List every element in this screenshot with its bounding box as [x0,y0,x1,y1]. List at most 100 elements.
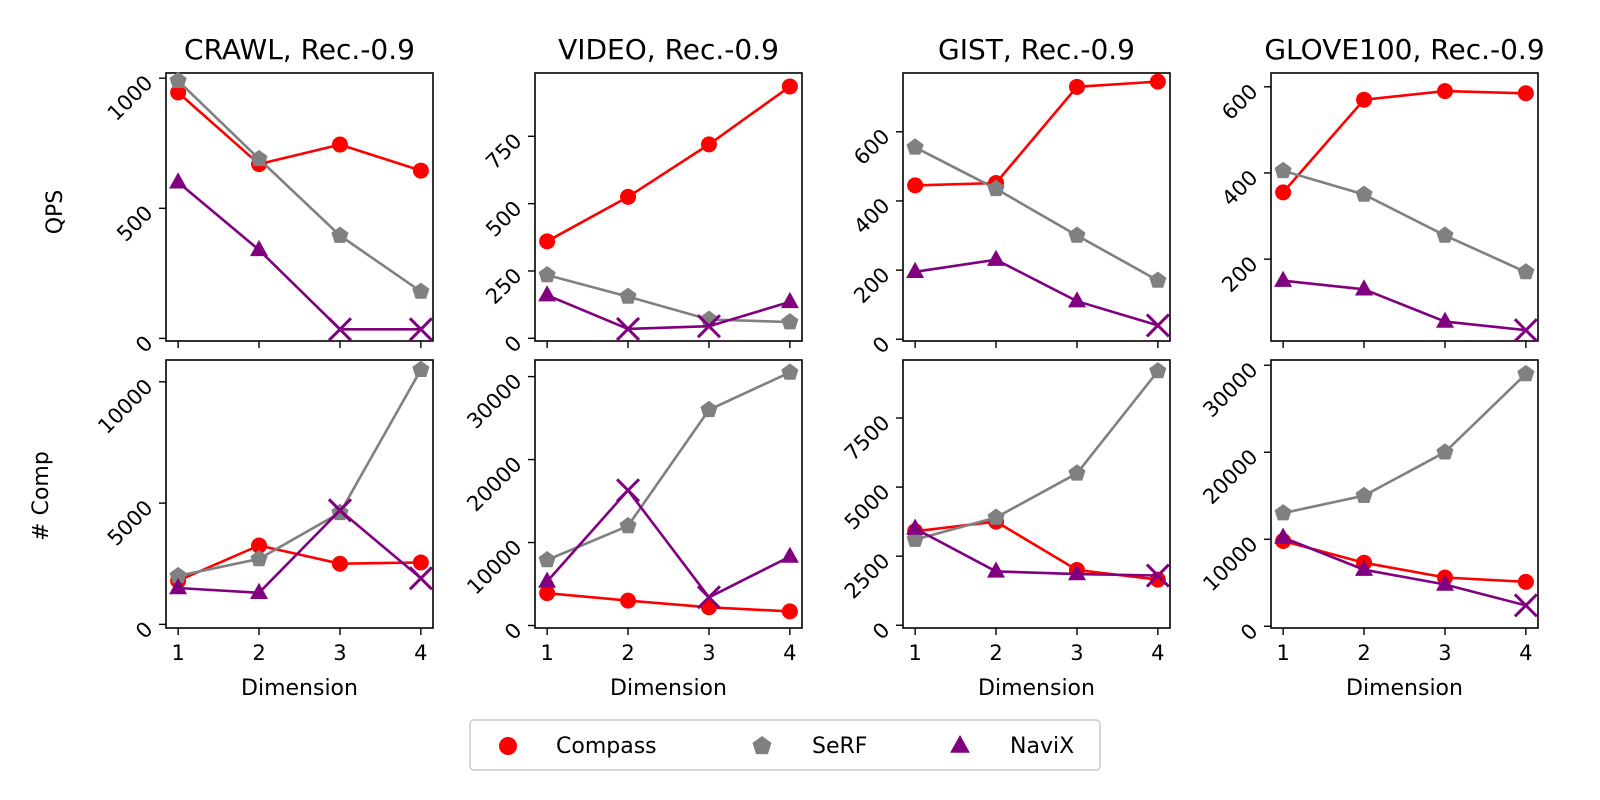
y-tick-label: 600 [1217,79,1262,124]
data-point-compass [907,177,924,194]
axes-frame [1270,72,1539,342]
y-tick-label: 5000 [103,496,158,551]
panel-gist-qps: GIST, Rec.-0.9 0 200 400 600 [849,33,1171,358]
data-point-compass [700,136,717,153]
panel-title: VIDEO, Rec.-0.9 [558,33,779,66]
data-point-compass [539,585,556,602]
x-tick-label: 4 [1151,641,1164,665]
data-point-compass [251,537,268,554]
data-point-serf [250,149,268,167]
series-line-serf [1282,169,1527,274]
data-point-navix [906,261,925,278]
data-point-navix [1436,574,1454,591]
series-line-serf [914,370,1159,541]
series-line-navix [546,488,791,599]
data-point-serf [1068,226,1086,243]
data-point-compass [331,136,348,153]
legend-frame [469,719,1101,771]
data-point-navix [538,571,557,588]
axes-frame [165,72,434,342]
data-point-serf [412,360,430,377]
data-point-serf [1274,504,1292,521]
x-tick-label: 1 [171,641,184,665]
data-point-serf [1274,161,1292,179]
panel-gist-comp: 0 2500 5000 7500 1 2 3 4 Dimension [840,359,1171,701]
y-tick-label: 10000 [462,535,526,599]
data-point-compass [170,84,187,101]
panel-title: GIST, Rec.-0.9 [938,33,1135,66]
data-point-serf [1436,226,1454,243]
data-point-navix [250,582,268,599]
series-line-navix [546,293,791,331]
series-line-compass [1282,539,1526,584]
data-point-navix [1355,559,1373,576]
data-point-navix [1068,291,1086,308]
legend-label-navix: NaviX [1010,734,1074,759]
data-point-serf [619,287,637,304]
x-tick-label: 2 [1357,641,1370,665]
data-point-navix [780,291,799,309]
data-point-navix [1274,527,1293,544]
data-point-navix-x [1145,563,1170,588]
data-point-compass [1436,83,1453,100]
y-tick-label: 10000 [1198,532,1262,596]
y-tick-label: 500 [481,196,526,241]
data-point-navix [1355,279,1373,296]
data-point-navix [987,249,1005,266]
row-label-qps: QPS [43,190,68,235]
data-point-navix-x [408,317,433,342]
data-point-navix-x [327,498,353,523]
data-point-compass [1068,78,1085,95]
data-point-serf [538,266,556,283]
y-tick-label: 250 [481,264,526,309]
data-point-navix [1436,311,1454,328]
legend-label-serf: SeRF [812,734,867,759]
data-point-navix [987,561,1005,578]
legend-marker-navix [950,735,970,753]
y-tick-label: 200 [849,263,894,308]
y-tick-label: 400 [1217,166,1262,211]
data-point-serf [331,226,349,243]
data-point-compass [1356,91,1373,108]
data-point-navix [780,546,799,563]
series-line-compass [546,85,791,243]
data-point-serf [1517,263,1535,280]
y-tick-label: 20000 [1198,445,1262,509]
data-point-serf [987,508,1005,525]
legend-marker-serf [752,736,772,755]
y-tick-label: 2500 [840,549,895,604]
series-line-compass [177,91,422,172]
series-line-serf [914,146,1159,282]
series-line-serf [177,79,422,293]
x-tick-label: 1 [908,641,921,665]
panel-video-comp: 0 10000 20000 30000 1 2 3 4 Dimension [462,359,803,701]
data-point-serf [412,282,430,299]
y-tick-label: 20000 [462,452,526,516]
data-point-navix [1274,270,1293,287]
y-tick-label: 500 [112,201,157,246]
legend-entry-compass: Compass [499,734,657,759]
axes-frame [534,359,803,629]
data-point-navix-x [1145,313,1170,338]
y-tick-label: 600 [849,124,894,169]
panel-glove100-qps: GLOVE100, Rec.-0.9 200 400 600 [1217,33,1545,348]
panel-title: CRAWL, Rec.-0.9 [184,33,415,66]
data-point-compass [620,188,637,205]
data-point-compass [620,592,637,609]
data-point-navix [169,578,188,595]
data-point-serf [1068,464,1086,481]
y-tick-label: 750 [481,129,526,174]
data-point-navix [538,285,557,302]
y-tick-label: 10000 [93,374,157,438]
series-line-navix [914,258,1159,327]
series-line-navix [1282,279,1527,332]
legend-marker-compass [499,737,517,755]
x-tick-label: 1 [540,641,553,665]
legend: Compass SeRF NaviX [469,719,1101,771]
data-point-navix [906,518,925,535]
y-tick-label: 30000 [1198,358,1262,422]
data-point-compass [1275,184,1292,201]
y-tick-label: 7500 [840,411,895,466]
panel-glove100-comp: 0 10000 20000 30000 1 2 3 4 Dimension [1198,358,1539,701]
